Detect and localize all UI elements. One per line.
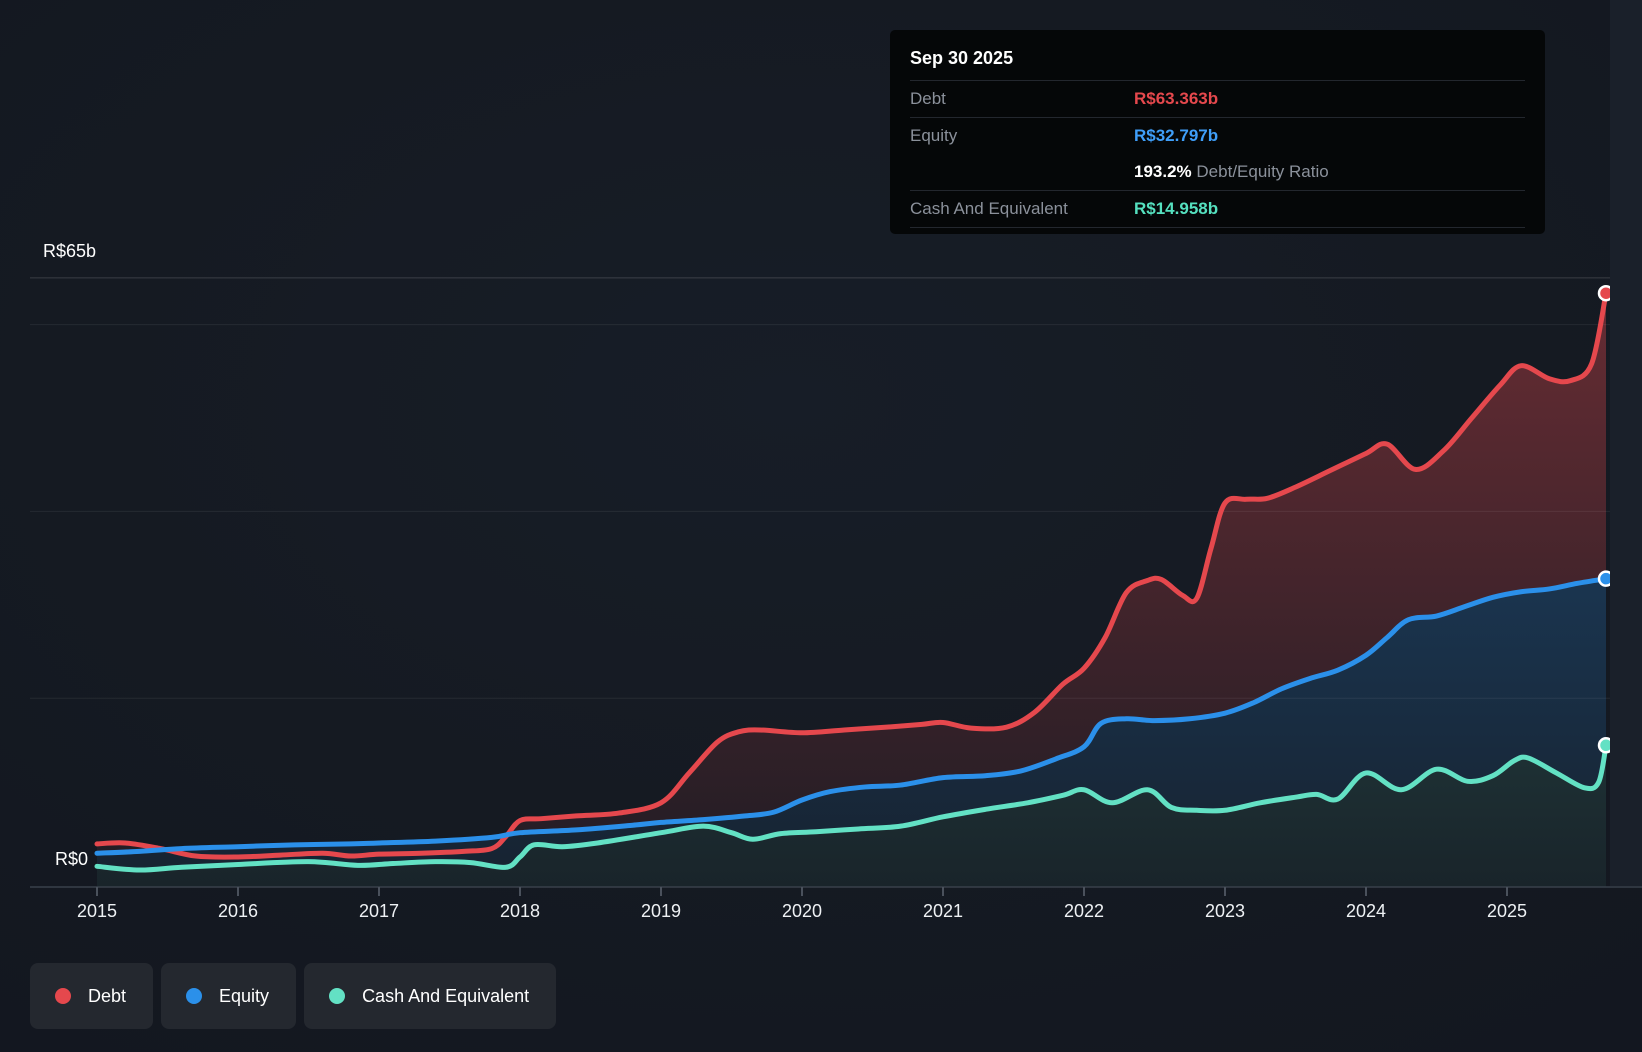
tooltip-row-ratio: 193.2% Debt/Equity Ratio: [910, 154, 1525, 191]
y-axis-zero-label: R$0: [54, 849, 88, 869]
legend-item-debt[interactable]: Debt: [30, 963, 154, 1029]
tooltip-date: Sep 30 2025: [910, 40, 1525, 81]
x-axis-label-2017: 2017: [358, 901, 400, 921]
legend-equity-label: Equity: [219, 985, 270, 1006]
x-axis-label-2019: 2019: [640, 901, 682, 921]
tooltip-row-equity: Equity R$32.797b: [910, 118, 1525, 154]
tooltip-equity-value: R$32.797b: [1134, 126, 1219, 145]
x-axis-label-2020: 2020: [781, 901, 823, 921]
legend-cash-label: Cash And Equivalent: [362, 985, 530, 1006]
debt-equity-ratio-value: 193.2%: [1134, 162, 1192, 181]
cash-dot-icon: [329, 988, 346, 1004]
x-axis-label-2025: 2025: [1486, 901, 1528, 921]
tooltip-row-cash: Cash And Equivalent R$14.958b: [910, 191, 1525, 228]
tooltip-equity-label: Equity: [910, 126, 958, 145]
tooltip-debt-label: Debt: [910, 89, 946, 108]
x-axis-label-2018: 2018: [499, 901, 541, 921]
chart-tooltip: Sep 30 2025 Debt R$63.363b Equity R$32.7…: [890, 30, 1545, 234]
right-margin-strip: [1610, 0, 1642, 886]
x-axis: [30, 886, 1642, 896]
x-axis-label-2022: 2022: [1063, 901, 1105, 921]
tooltip-debt-value: R$63.363b: [1134, 89, 1219, 108]
legend-item-cash[interactable]: Cash And Equivalent: [304, 963, 557, 1029]
x-axis-label-2016: 2016: [217, 901, 259, 921]
legend-debt-label: Debt: [88, 985, 127, 1006]
chart-legend: Debt Equity Cash And Equivalent: [30, 963, 557, 1029]
x-axis-label-2023: 2023: [1204, 901, 1246, 921]
x-axis-label-2024: 2024: [1345, 901, 1387, 921]
tooltip-cash-value: R$14.958b: [1134, 199, 1219, 218]
y-axis-max-label: R$65b: [43, 241, 97, 261]
legend-item-equity[interactable]: Equity: [161, 963, 297, 1029]
x-axis-label-2015: 2015: [76, 901, 118, 921]
tooltip-row-debt: Debt R$63.363b: [910, 81, 1525, 118]
area-fills: [97, 293, 1606, 887]
tooltip-cash-label: Cash And Equivalent: [910, 199, 1068, 218]
series-lines: [94, 290, 1609, 873]
gridlines: [30, 277, 1610, 699]
equity-dot-icon: [186, 988, 203, 1004]
x-axis-label-2021: 2021: [922, 901, 964, 921]
debt-dot-icon: [55, 988, 71, 1004]
endpoint-markers: [1597, 284, 1610, 754]
